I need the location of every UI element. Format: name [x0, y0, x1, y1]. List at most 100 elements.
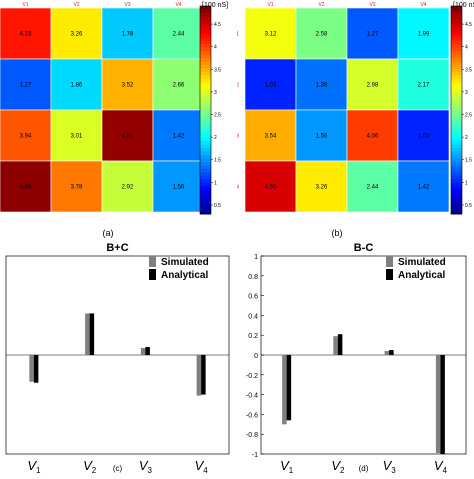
colorbar-segment	[451, 210, 462, 215]
colorbar-segment	[200, 51, 211, 56]
row-label: V4	[237, 185, 239, 191]
colorbar-segment	[200, 179, 211, 184]
y-tick-label: -0.6	[246, 412, 258, 419]
category-label: V3	[139, 458, 153, 474]
colorbar-segment	[451, 40, 462, 45]
colorbar-segment	[200, 33, 211, 38]
legend-swatch	[149, 269, 156, 280]
colorbar-segment	[451, 155, 462, 160]
colorbar-tick-label: 0.5	[214, 203, 221, 209]
legend-label: Simulated	[161, 257, 209, 268]
colorbar-segment	[200, 85, 211, 90]
colorbar-tick-label: 1.5	[465, 158, 472, 164]
cell-value-label: 1.56	[173, 185, 185, 191]
bar	[85, 313, 90, 355]
cell-value-label: 4.23	[20, 32, 32, 38]
colorbar-segment	[200, 155, 211, 160]
bar	[33, 355, 39, 383]
colorbar-segment	[451, 26, 462, 31]
col-label: V4	[420, 2, 426, 8]
colorbar-segment	[200, 158, 211, 163]
colorbar-segment	[451, 200, 462, 205]
colorbar-segment	[451, 196, 462, 201]
panel-label-b: (b)	[331, 228, 343, 238]
colorbar-segment	[200, 96, 211, 101]
category-label: V2	[83, 458, 97, 474]
colorbar-segment	[451, 19, 462, 24]
cell-value-label: 1.78	[122, 32, 134, 38]
colorbar-segment	[451, 68, 462, 73]
bar	[333, 336, 338, 355]
colorbar-segment	[200, 40, 211, 45]
colorbar-segment	[451, 165, 462, 170]
colorbar-segment	[451, 127, 462, 132]
colorbar-segment	[200, 6, 211, 10]
legend-label: Simulated	[398, 257, 446, 268]
colorbar-segment	[451, 144, 462, 149]
heatmap-cell	[295, 58, 348, 111]
heatmap-a-svg: V1 V2 V3 V44.23 3.26 1.78 2.441.27 1.86 3.52 2.66…	[0, 2, 228, 215]
bar-chart-d-svg: B-C 1 0.8 0.6 0.4 0.2 0 -0.2 -0.4 -0.6 -0.8 -1 V1 V2 V…	[246, 242, 467, 475]
col-label: V2	[73, 2, 79, 8]
colorbar-segment	[451, 193, 462, 198]
cell-value-label: 2.92	[122, 185, 134, 191]
cell-value-label: 1.86	[71, 83, 83, 89]
heatmap-cell	[152, 160, 205, 213]
colorbar-segment	[451, 103, 462, 108]
colorbar-unit-label: [100 nS]	[453, 2, 474, 9]
heatmap-cell	[50, 160, 103, 213]
colorbar-segment	[451, 207, 462, 212]
colorbar-segment	[451, 64, 462, 69]
heatmap-cell	[152, 109, 205, 162]
colorbar-segment	[451, 116, 462, 121]
colorbar-tick-label: 1	[214, 180, 217, 186]
colorbar-tick-label: 2.5	[214, 113, 221, 119]
heatmap-cell	[152, 58, 205, 111]
colorbar-tick-label: 2	[465, 135, 468, 141]
colorbar-segment	[451, 172, 462, 177]
colorbar-segment	[451, 92, 462, 97]
colorbar-segment	[451, 71, 462, 76]
colorbar-segment	[451, 151, 462, 156]
colorbar-segment	[451, 33, 462, 38]
cell-value-label: 3.78	[71, 185, 83, 191]
bar	[201, 355, 206, 395]
colorbar-segment	[200, 44, 211, 49]
colorbar-segment	[451, 168, 462, 173]
cell-value-label: 4.81	[122, 134, 134, 140]
bar	[384, 351, 390, 355]
legend-swatch	[386, 269, 393, 280]
colorbar-segment	[200, 134, 211, 139]
colorbar-segment	[200, 19, 211, 24]
colorbar-segment	[200, 207, 211, 212]
colorbar-segment	[200, 175, 211, 180]
colorbar-segment	[200, 82, 211, 87]
colorbar-segment	[200, 141, 211, 146]
colorbar-segment	[200, 47, 211, 52]
colorbar-segment	[200, 54, 211, 59]
colorbar-tick-label: 3	[465, 90, 468, 96]
legend-swatch	[386, 256, 393, 267]
colorbar-segment	[451, 51, 462, 56]
colorbar-tick-label: 1	[465, 180, 468, 186]
cell-value-label: 2.17	[418, 83, 430, 89]
cell-value-label: 3.26	[71, 32, 83, 38]
cell-value-label: 3.52	[122, 83, 134, 89]
bar-panel-c: B+C V1 V2 V3 V4 Simulated Analytical (c)	[0, 240, 237, 475]
category-label: V1	[27, 458, 41, 474]
colorbar-segment	[451, 110, 462, 114]
cell-value-label: 3.12	[265, 32, 277, 38]
colorbar-tick-label: 4.5	[214, 22, 221, 28]
colorbar-segment	[200, 186, 211, 191]
colorbar-segment	[451, 106, 462, 111]
cell-value-label: 3.01	[71, 134, 83, 140]
heatmap-panel-a: V1 V2 V3 V4 4.23 3.26 1.78 2.44 1.27 1.86 3.52 2.66…	[0, 0, 237, 222]
colorbar-segment	[451, 158, 462, 163]
colorbar-tick-label: 4	[465, 45, 468, 51]
bar	[337, 334, 343, 355]
cell-value-label: 1.99	[418, 32, 430, 38]
colorbar-segment	[200, 64, 211, 69]
y-tick-label: -0.8	[246, 432, 258, 439]
bar-chart-c-svg: B+C V1 V2 V3 V4 Simulated Analytical (c)	[5, 242, 230, 475]
col-label: V1	[22, 2, 28, 8]
